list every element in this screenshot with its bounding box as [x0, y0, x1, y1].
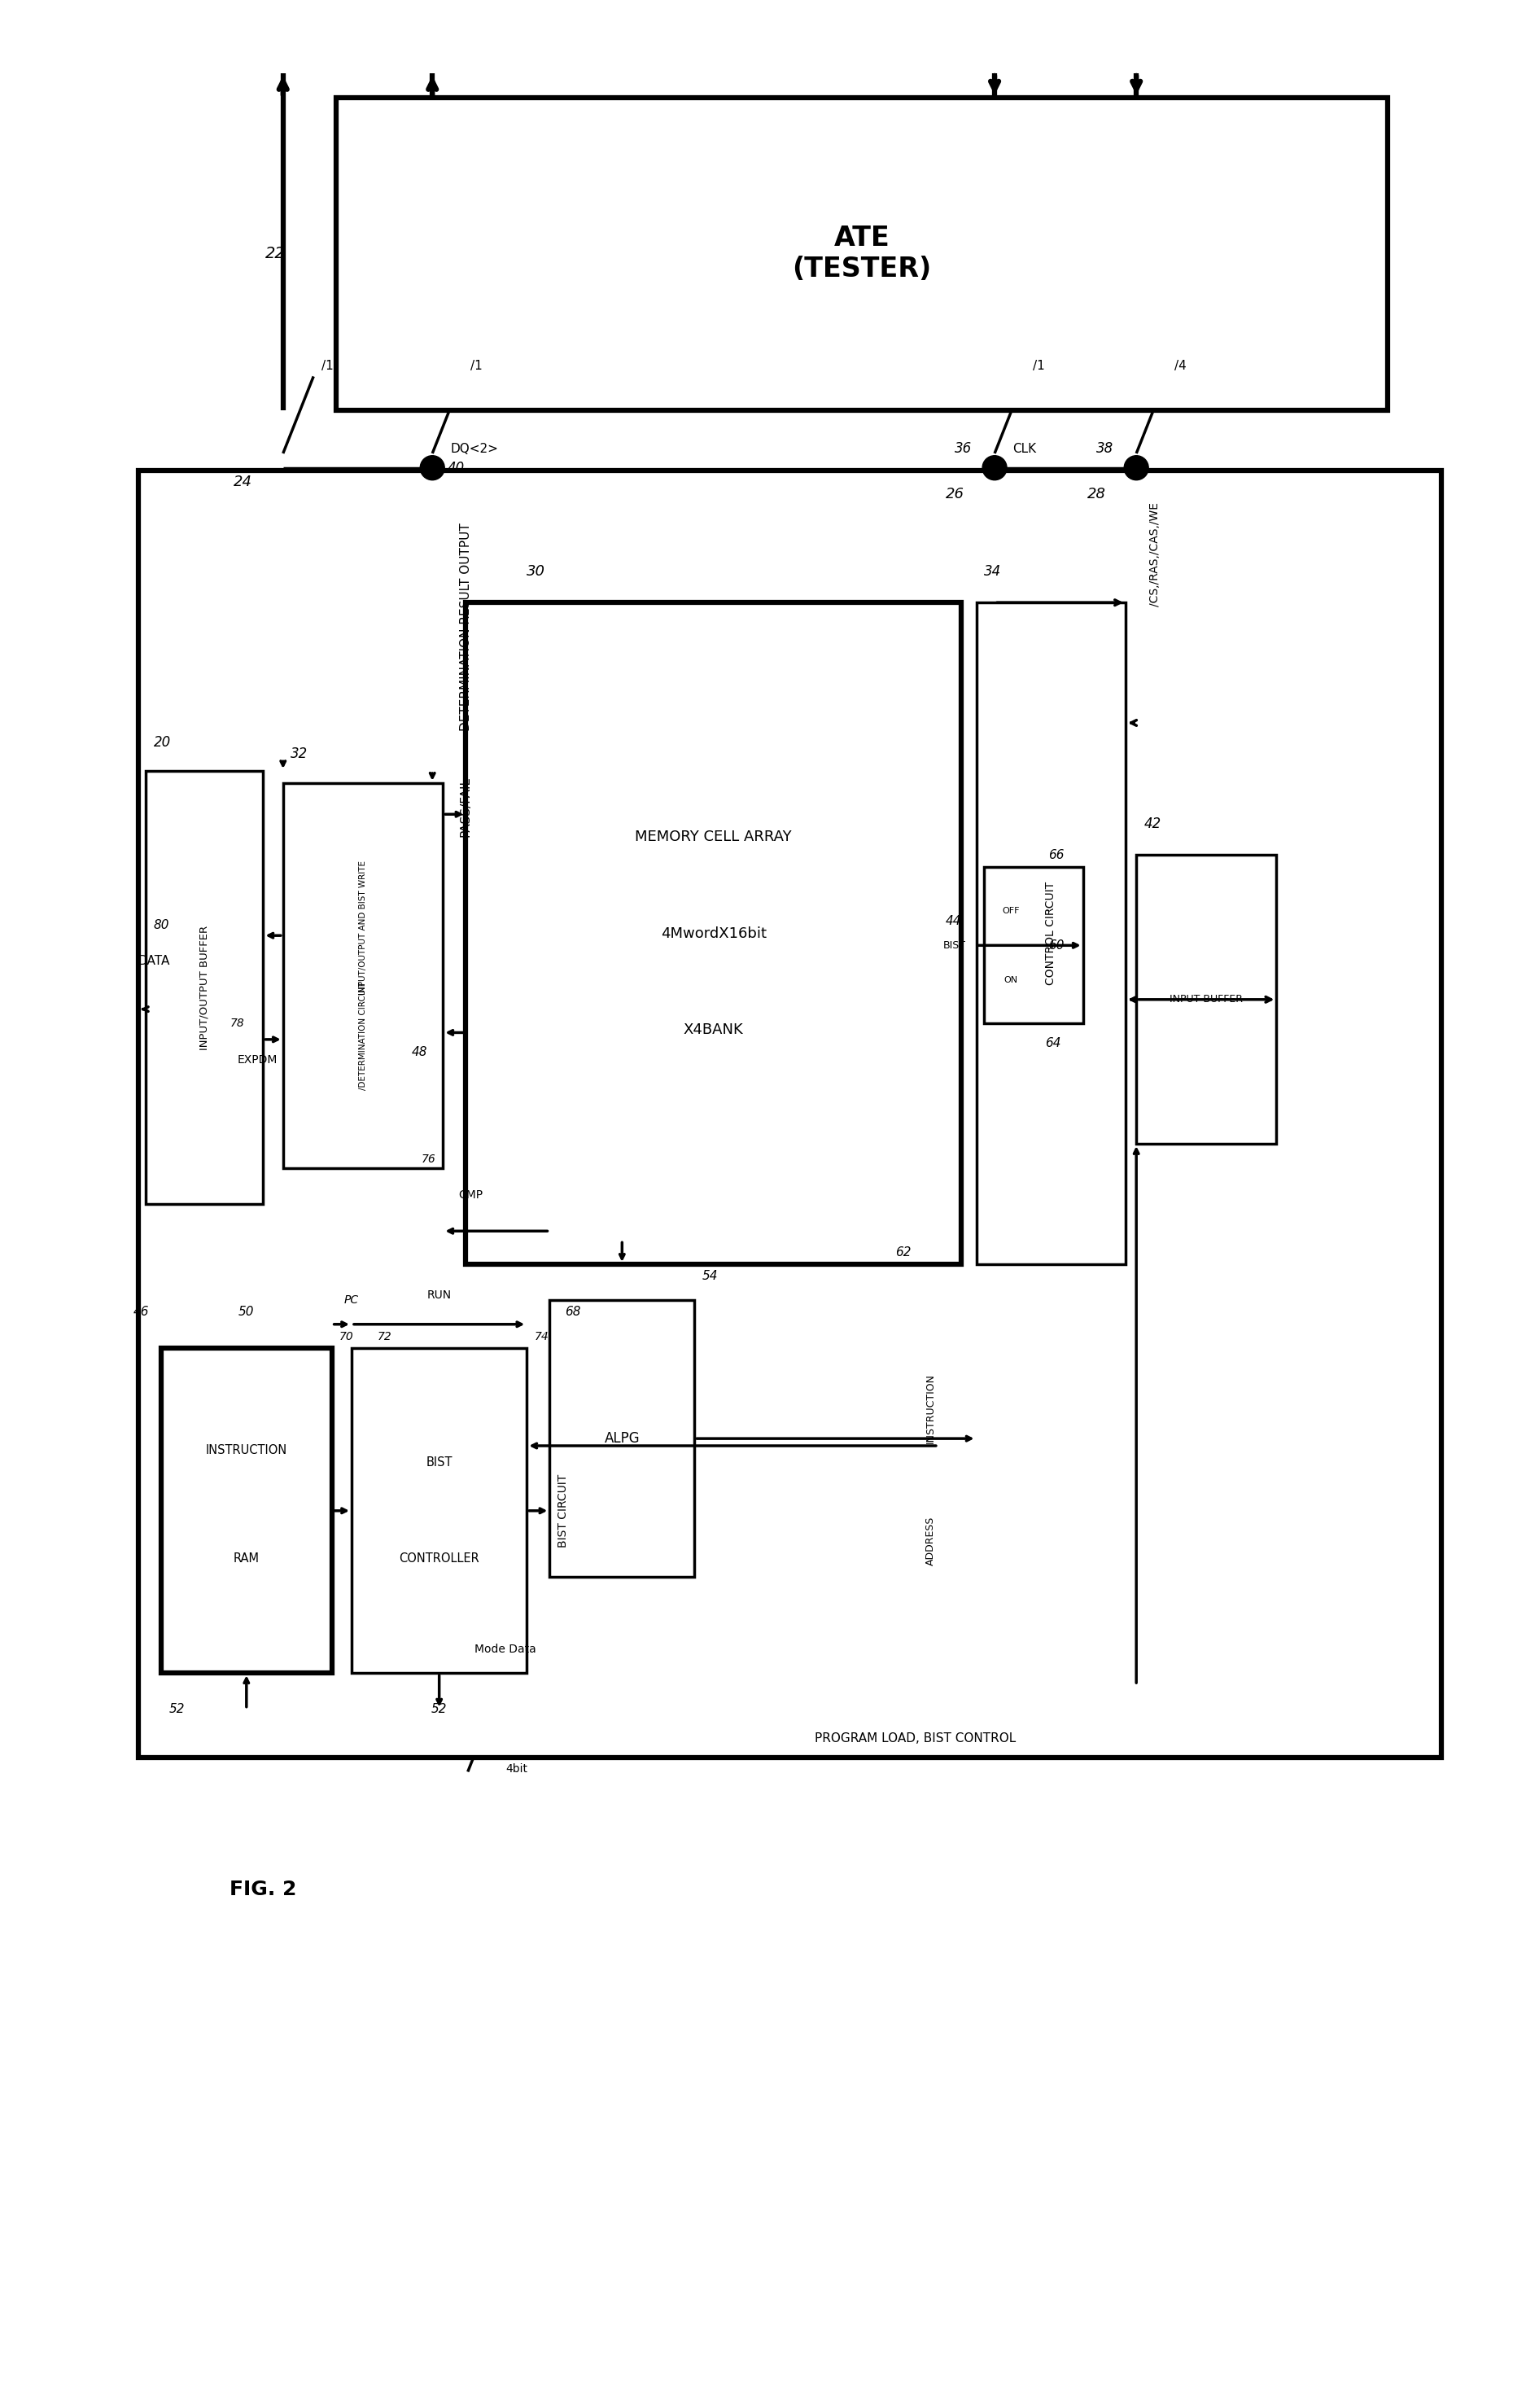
Text: BIST: BIST: [943, 939, 966, 951]
Text: /1: /1: [470, 359, 482, 371]
Bar: [984, 867, 1083, 1023]
Text: INPUT/OUTPUT BUFFER: INPUT/OUTPUT BUFFER: [200, 925, 211, 1050]
Text: PC: PC: [343, 1296, 359, 1305]
Text: DATA: DATA: [139, 956, 171, 968]
Text: 70: 70: [339, 1332, 354, 1341]
Text: CONTROLLER: CONTROLLER: [398, 1553, 479, 1565]
Text: 34: 34: [984, 563, 1001, 578]
Text: /DETERMINATION CIRCUIT: /DETERMINATION CIRCUIT: [359, 980, 368, 1091]
Text: EXPDM: EXPDM: [238, 1055, 278, 1064]
Bar: [351, 1348, 526, 1674]
Text: 38: 38: [1096, 441, 1114, 455]
Bar: [336, 96, 1387, 409]
Text: ATE
(TESTER): ATE (TESTER): [792, 224, 932, 282]
Text: X4BANK: X4BANK: [684, 1023, 743, 1038]
Text: /1: /1: [1033, 359, 1045, 371]
Text: CONTROL CIRCUIT: CONTROL CIRCUIT: [1045, 881, 1056, 985]
Text: /1: /1: [320, 359, 333, 371]
Text: RAM: RAM: [233, 1553, 259, 1565]
Text: 52: 52: [432, 1702, 447, 1714]
Circle shape: [1125, 455, 1149, 479]
Text: 76: 76: [421, 1153, 435, 1165]
Text: INSTRUCTION: INSTRUCTION: [925, 1373, 935, 1442]
Bar: [139, 470, 1441, 1758]
Text: 30: 30: [526, 563, 545, 578]
Bar: [549, 1300, 694, 1577]
Bar: [146, 771, 262, 1204]
Text: 42: 42: [1144, 816, 1161, 831]
Text: 62: 62: [894, 1245, 911, 1259]
Text: DETERMINATION RESULT OUTPUT: DETERMINATION RESULT OUTPUT: [459, 523, 472, 730]
Text: RUN: RUN: [427, 1291, 452, 1300]
Text: DQ<2>: DQ<2>: [450, 443, 499, 455]
Text: PROGRAM LOAD, BIST CONTROL: PROGRAM LOAD, BIST CONTROL: [815, 1731, 1016, 1743]
Text: 44: 44: [945, 915, 961, 927]
Text: ON: ON: [1004, 975, 1018, 985]
Text: 66: 66: [1048, 850, 1064, 862]
Text: 36: 36: [954, 441, 972, 455]
Text: 20: 20: [154, 734, 171, 749]
Text: 4bit: 4bit: [505, 1763, 528, 1775]
Text: INSTRUCTION: INSTRUCTION: [206, 1445, 287, 1457]
Text: /CS,/RAS,/CAS,/WE: /CS,/RAS,/CAS,/WE: [1149, 503, 1160, 607]
Text: OFF: OFF: [1003, 908, 1019, 915]
Text: PASS/FAIL: PASS/FAIL: [459, 778, 472, 838]
Text: ALPG: ALPG: [604, 1430, 639, 1445]
Text: 50: 50: [238, 1305, 255, 1317]
Text: 24: 24: [233, 474, 252, 489]
Text: 68: 68: [565, 1305, 581, 1317]
Text: BIST: BIST: [426, 1457, 452, 1469]
Text: 28: 28: [1087, 486, 1106, 501]
Text: ADDRESS: ADDRESS: [925, 1517, 935, 1565]
Text: FIG. 2: FIG. 2: [230, 1881, 296, 1900]
Bar: [977, 602, 1126, 1264]
Text: 40: 40: [447, 460, 465, 474]
Text: 52: 52: [169, 1702, 185, 1714]
Text: 46: 46: [133, 1305, 150, 1317]
Text: Mode Data: Mode Data: [475, 1642, 536, 1654]
Text: CLK: CLK: [1013, 443, 1036, 455]
Text: 80: 80: [154, 920, 169, 932]
Text: CMP: CMP: [458, 1190, 482, 1202]
Text: 32: 32: [290, 746, 308, 761]
Text: MEMORY CELL ARRAY: MEMORY CELL ARRAY: [635, 831, 792, 845]
Text: INPUT BUFFER: INPUT BUFFER: [1170, 995, 1244, 1004]
Bar: [162, 1348, 331, 1674]
Circle shape: [420, 455, 444, 479]
Text: 54: 54: [702, 1269, 717, 1283]
Text: 60: 60: [1048, 939, 1064, 951]
Text: /4: /4: [1175, 359, 1186, 371]
Text: 26: 26: [946, 486, 964, 501]
Text: 74: 74: [534, 1332, 549, 1341]
Bar: [1137, 855, 1277, 1144]
Text: 64: 64: [1045, 1038, 1061, 1050]
Text: 48: 48: [412, 1047, 427, 1060]
Circle shape: [983, 455, 1007, 479]
Text: INPUT/OUTPUT AND BIST WRITE: INPUT/OUTPUT AND BIST WRITE: [359, 860, 368, 995]
Text: 72: 72: [377, 1332, 392, 1341]
Text: BIST CIRCUIT: BIST CIRCUIT: [557, 1474, 569, 1548]
Bar: [465, 602, 961, 1264]
Text: 22: 22: [266, 246, 285, 262]
Text: 78: 78: [230, 1019, 244, 1028]
Text: 4MwordX16bit: 4MwordX16bit: [661, 927, 766, 942]
Bar: [282, 783, 443, 1168]
